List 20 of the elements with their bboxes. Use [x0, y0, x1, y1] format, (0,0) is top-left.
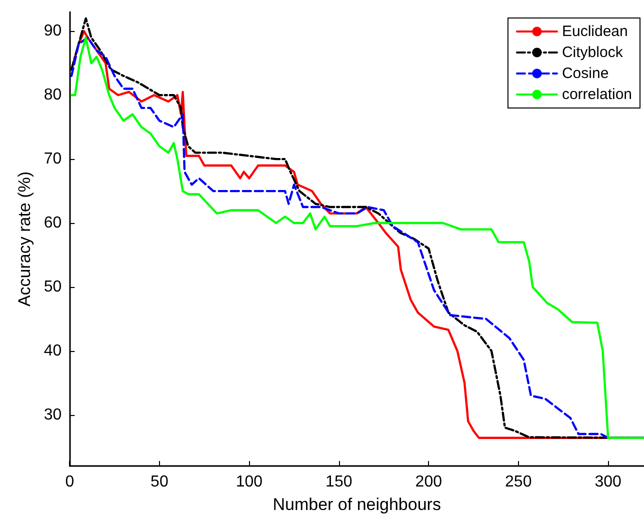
legend-label: Cityblock — [562, 44, 624, 61]
x-axis-title: Number of neighbours — [272, 495, 441, 514]
y-tick-label: 50 — [44, 278, 62, 296]
y-tick-label: 70 — [44, 150, 62, 168]
x-tick-label: 300 — [594, 474, 622, 490]
y-tick-label: 40 — [44, 342, 62, 360]
legend-label: Euclidean — [562, 23, 628, 40]
x-tick-label: 200 — [415, 474, 442, 490]
x-tick-label: 250 — [505, 474, 532, 490]
y-tick-label: 30 — [44, 406, 62, 424]
legend-label: Cosine — [562, 65, 609, 82]
y-tick-label: 80 — [44, 86, 62, 104]
legend-label: correlation — [562, 86, 632, 103]
x-tick-label: 50 — [150, 474, 168, 490]
y-tick-label: 60 — [44, 214, 62, 232]
x-tick-label: 0 — [65, 474, 74, 490]
y-tick-label: 90 — [44, 22, 62, 40]
y-axis-title: Accuracy rate (%) — [15, 171, 34, 307]
x-tick-label: 100 — [236, 474, 263, 490]
x-tick-label: 150 — [326, 474, 352, 490]
